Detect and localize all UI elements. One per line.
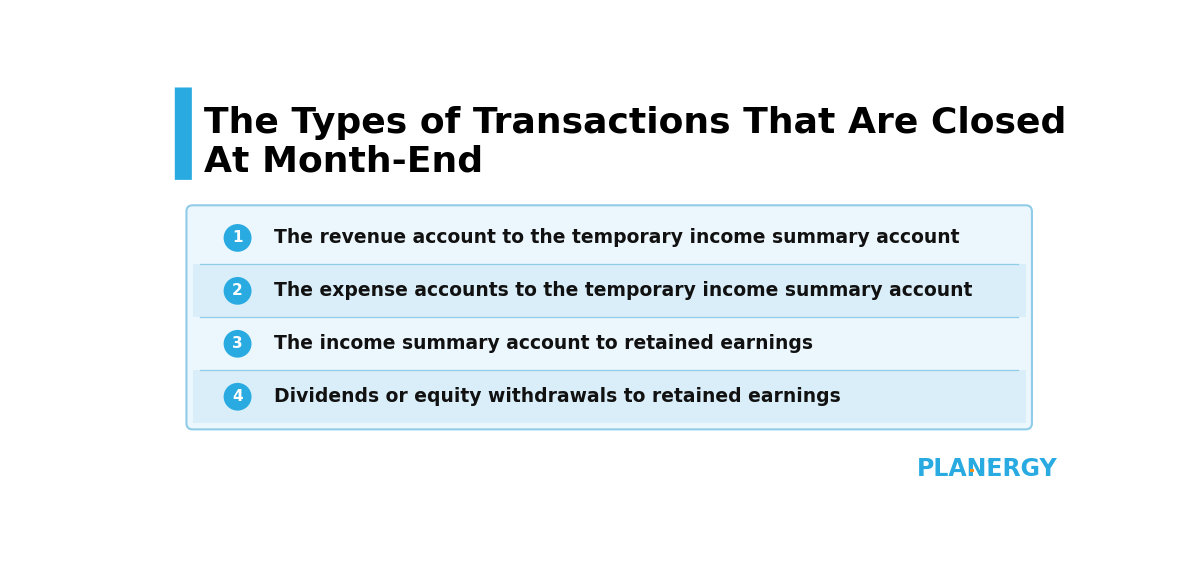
Text: At Month-End: At Month-End bbox=[204, 144, 484, 178]
Ellipse shape bbox=[223, 277, 252, 305]
Text: Dividends or equity withdrawals to retained earnings: Dividends or equity withdrawals to retai… bbox=[274, 387, 841, 406]
Ellipse shape bbox=[223, 383, 252, 411]
Bar bbox=[970, 469, 974, 471]
Ellipse shape bbox=[223, 224, 252, 252]
Text: 4: 4 bbox=[233, 389, 242, 404]
Text: The revenue account to the temporary income summary account: The revenue account to the temporary inc… bbox=[274, 228, 960, 247]
Bar bbox=[193, 212, 1026, 264]
Text: The Types of Transactions That Are Closed: The Types of Transactions That Are Close… bbox=[204, 106, 1067, 140]
Bar bbox=[193, 370, 1026, 423]
Text: The income summary account to retained earnings: The income summary account to retained e… bbox=[274, 334, 814, 353]
Bar bbox=[193, 317, 1026, 370]
Text: The expense accounts to the temporary income summary account: The expense accounts to the temporary in… bbox=[274, 281, 972, 300]
FancyBboxPatch shape bbox=[186, 205, 1032, 430]
Text: 3: 3 bbox=[233, 336, 242, 351]
Ellipse shape bbox=[223, 330, 252, 358]
FancyBboxPatch shape bbox=[175, 87, 192, 180]
Text: 2: 2 bbox=[233, 283, 242, 298]
Text: ™: ™ bbox=[985, 458, 996, 468]
Bar bbox=[193, 264, 1026, 317]
Text: PLANERGY: PLANERGY bbox=[917, 457, 1058, 481]
Text: 1: 1 bbox=[233, 231, 242, 246]
